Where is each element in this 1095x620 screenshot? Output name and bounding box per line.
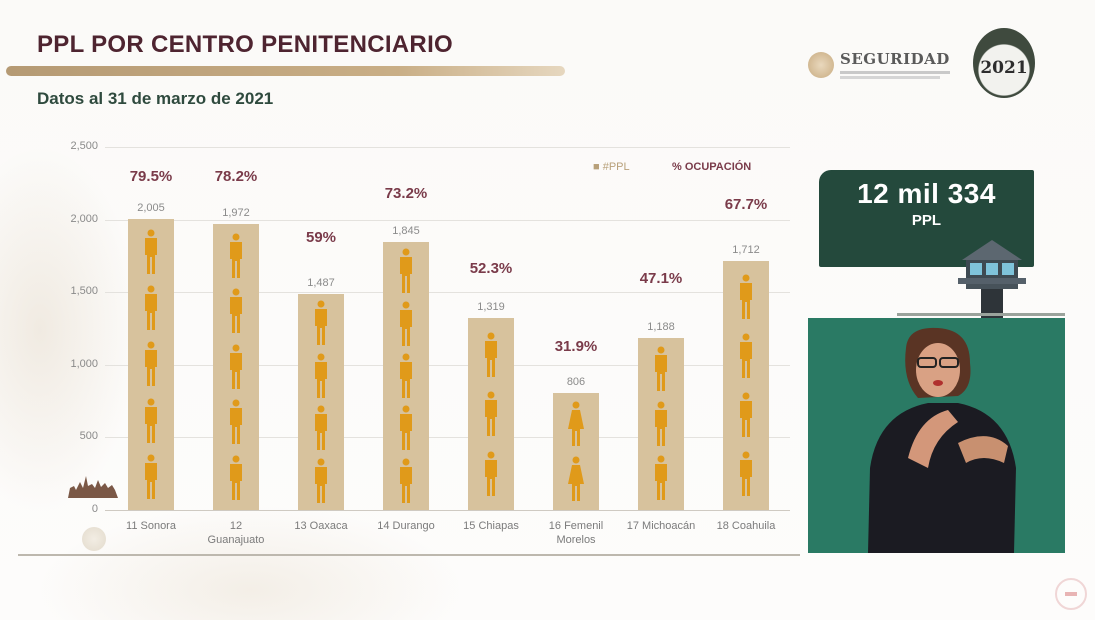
occupancy-percent-label: 67.7% <box>724 196 768 213</box>
y-axis-tick-label: 0 <box>91 503 98 515</box>
occupancy-percent-label: 73.2% <box>384 185 428 202</box>
male-person-icon <box>737 333 755 379</box>
bar-14-durango <box>383 242 429 510</box>
x-axis-category-label: 11 Sonora <box>126 520 176 532</box>
page-title: PPL POR CENTRO PENITENCIARIO <box>37 31 454 58</box>
male-person-icon <box>227 399 245 445</box>
bar-17-michoac-n <box>638 337 684 510</box>
bar-18-coahuila <box>723 261 769 510</box>
bar-12-guanajuato <box>213 223 259 510</box>
male-person-icon <box>737 274 755 320</box>
x-axis-category-label: 18 Coahuila <box>716 520 776 532</box>
occupancy-percent-label: 59% <box>305 229 337 246</box>
bar-chart: ■ #PPL % OCUPACIÓN 0 500 1,000 1,500 2,000 2,… <box>68 140 790 551</box>
gridline <box>105 219 790 221</box>
ppl-value-label: 1,487 <box>307 277 335 290</box>
legend-ppl: ■ #PPL <box>593 161 630 173</box>
bar-16-femenil-morelos <box>553 392 599 510</box>
x-axis-category-label: 17 Michoacán <box>626 520 696 532</box>
gridline <box>105 437 790 439</box>
male-person-icon <box>227 455 245 501</box>
male-person-icon <box>397 405 415 451</box>
occupancy-percent-label: 78.2% <box>214 168 258 185</box>
page-subtitle: Datos al 31 de marzo de 2021 <box>37 89 274 108</box>
legend-ocupacion: % OCUPACIÓN <box>672 161 752 173</box>
y-axis-tick-label: 1,000 <box>70 357 98 370</box>
occupancy-percent-label: 31.9% <box>554 338 598 355</box>
male-person-icon <box>652 455 670 501</box>
female-person-icon <box>567 401 585 447</box>
video-top-divider <box>897 313 1065 316</box>
occupancy-percent-label: 52.3% <box>469 260 513 277</box>
male-person-icon <box>312 405 330 451</box>
total-ppl-unit: PPL <box>911 212 942 229</box>
male-person-icon <box>142 285 160 331</box>
male-person-icon <box>312 458 330 504</box>
occupancy-percent-label: 79.5% <box>129 168 173 185</box>
male-person-icon <box>142 229 160 275</box>
male-person-icon <box>227 233 245 279</box>
male-person-icon <box>397 458 415 504</box>
male-person-icon <box>652 346 670 392</box>
ppl-value-label: 806 <box>566 375 586 388</box>
male-person-icon <box>737 392 755 438</box>
gridline <box>105 364 790 366</box>
x-axis-category-label: 14 Durango <box>377 520 435 532</box>
seguridad-logo: SEGURIDAD <box>808 50 950 79</box>
badge-year: 2021 <box>980 58 1028 78</box>
year-2021-badge: 2021 <box>973 28 1035 98</box>
male-person-icon <box>737 451 755 497</box>
x-axis-category-label: 16 Femenil Morelos <box>548 520 604 546</box>
title-divider <box>6 66 565 76</box>
male-person-icon <box>397 248 415 294</box>
corner-watermark-icon <box>1055 578 1087 610</box>
bar-15-chiapas <box>468 318 514 510</box>
y-axis-tick-label: 2,000 <box>70 212 98 225</box>
total-ppl-value: 12 mil 334 <box>857 178 996 209</box>
male-person-icon <box>312 353 330 399</box>
seal-watermark-icon <box>82 527 106 551</box>
bottom-divider <box>18 554 800 556</box>
bar-11-sonora <box>128 218 174 510</box>
crowd-icon <box>68 476 118 498</box>
male-person-icon <box>142 341 160 387</box>
male-person-icon <box>482 332 500 378</box>
x-axis-category-label: 12 Guanajuato <box>207 520 265 546</box>
male-person-icon <box>142 398 160 444</box>
male-person-icon <box>482 451 500 497</box>
ppl-value-label: 1,845 <box>392 225 420 238</box>
male-person-icon <box>652 401 670 447</box>
watchtower-icon <box>958 240 1026 318</box>
ppl-value-label: 1,972 <box>222 206 250 219</box>
y-axis-tick-label: 500 <box>79 430 98 443</box>
seguridad-logo-text: SEGURIDAD <box>840 50 950 68</box>
sign-language-interpreter-video <box>808 318 1065 553</box>
male-person-icon <box>227 344 245 390</box>
x-axis-category-label: 15 Chiapas <box>463 520 519 532</box>
gridline <box>105 147 790 148</box>
interpreter-figure <box>868 327 1016 553</box>
male-person-icon <box>482 391 500 437</box>
male-person-icon <box>227 288 245 334</box>
x-axis-line <box>105 510 790 511</box>
female-person-icon <box>567 456 585 502</box>
x-axis-category-label: 13 Oaxaca <box>294 520 348 532</box>
national-seal-icon <box>808 51 834 78</box>
ppl-value-label: 1,319 <box>477 301 505 314</box>
ppl-value-label: 2,005 <box>137 201 165 214</box>
y-axis-tick-label: 2,500 <box>70 140 98 152</box>
male-person-icon <box>142 454 160 500</box>
ppl-value-label: 1,188 <box>647 320 675 333</box>
gridline <box>105 292 790 294</box>
bar-13-oaxaca <box>298 294 344 510</box>
male-person-icon <box>397 353 415 399</box>
ppl-value-label: 1,712 <box>732 244 760 257</box>
male-person-icon <box>397 301 415 347</box>
male-person-icon <box>312 300 330 346</box>
occupancy-percent-label: 47.1% <box>639 270 683 287</box>
y-axis-tick-label: 1,500 <box>70 285 98 298</box>
